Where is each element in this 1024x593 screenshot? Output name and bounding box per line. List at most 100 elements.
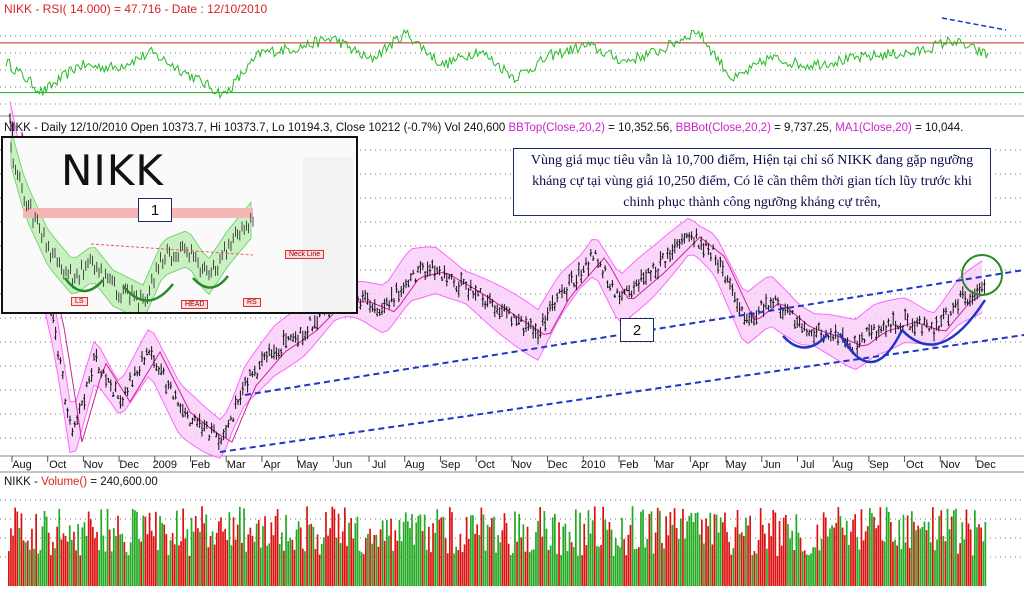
volume-bar (843, 535, 846, 586)
volume-bar (724, 512, 726, 586)
volume-bar (37, 553, 40, 586)
volume-bar (980, 527, 982, 586)
volume-bar (572, 547, 575, 586)
volume-bar (178, 545, 180, 586)
volume-bar (71, 539, 73, 586)
volume-bar (20, 513, 23, 586)
volume-bar (75, 550, 77, 586)
volume-bar (537, 520, 539, 586)
x-tick-label: Apr (263, 459, 280, 471)
bbbot-value: = 9,737.25, (774, 122, 832, 134)
volume-bar (194, 516, 197, 586)
volume-bar (171, 533, 174, 586)
volume-bar (556, 553, 558, 586)
inset-chart-graphic (3, 138, 356, 312)
volume-bar (453, 553, 455, 586)
volume-bar (673, 508, 676, 586)
volume-bar (411, 514, 413, 586)
volume-bar (400, 541, 403, 586)
volume-bar (579, 512, 581, 586)
volume-bar (173, 544, 176, 586)
volume-bar (110, 551, 113, 586)
volume-bar (148, 512, 151, 586)
rsi-line (5, 28, 989, 100)
volume-bar (484, 550, 487, 586)
volume-bar (415, 522, 418, 586)
volume-bar (115, 536, 117, 586)
volume-bar (375, 534, 378, 586)
volume-bar (686, 521, 688, 586)
volume-bar (955, 508, 957, 586)
volume-bar (856, 536, 859, 586)
volume-bar (631, 506, 634, 586)
volume-bar (959, 543, 961, 586)
volume-bar (232, 517, 235, 586)
volume-bar (329, 528, 331, 586)
volume-bar (816, 524, 819, 586)
volume-bar (879, 507, 882, 586)
volume-bar (621, 517, 623, 586)
x-tick-label: Oct (478, 459, 495, 471)
volume-bar (640, 511, 642, 586)
volume-bar (123, 542, 126, 586)
volume-bar (8, 551, 10, 586)
x-tick-label: May (726, 459, 747, 471)
volume-bar (745, 517, 747, 586)
volume-bar (522, 524, 525, 586)
volume-bar (722, 522, 724, 586)
volume-bar (736, 510, 739, 586)
volume-bar (822, 512, 825, 586)
volume-bar (12, 535, 14, 586)
volume-bar (29, 549, 31, 586)
volume-bar (667, 535, 670, 586)
volume-bar (325, 512, 327, 586)
volume-bar (102, 535, 105, 586)
x-tick-label: Dec (119, 459, 139, 471)
volume-bar (726, 532, 728, 586)
volume-bar (428, 526, 430, 586)
volume-bar (743, 535, 745, 586)
volume-bar (528, 552, 531, 586)
volume-bar (551, 517, 554, 586)
volume-bar (806, 554, 808, 586)
volume-bar (478, 535, 481, 586)
volume-bar (848, 544, 850, 586)
volume-bar (778, 521, 781, 586)
volume-bar (16, 511, 19, 586)
volume-bar (270, 522, 273, 586)
x-tick-label: Sep (441, 459, 461, 471)
bbtop-value: = 10,352.56, (608, 122, 673, 134)
volume-bar (327, 535, 329, 586)
volume-bar (906, 515, 909, 586)
volume-bar (917, 525, 919, 586)
volume-bar (713, 514, 716, 586)
x-tick-label: May (297, 459, 318, 471)
volume-bar (434, 532, 436, 586)
volume-bar (432, 523, 434, 586)
volume-bar (570, 542, 573, 586)
volume-bar (104, 551, 107, 586)
volume-bar (755, 553, 758, 586)
volume-bar (602, 506, 604, 586)
volume-bar (715, 514, 718, 586)
volume-bar (831, 525, 833, 586)
volume-bar (600, 545, 602, 586)
volume-bar (535, 532, 537, 586)
inset-head-arc (122, 283, 174, 302)
volume-bar (291, 539, 294, 586)
volume-bar (386, 519, 388, 586)
volume-bar (799, 537, 802, 586)
volume-bar (491, 518, 493, 586)
volume-bar (688, 515, 691, 586)
volume-bar (207, 547, 210, 586)
volume-bar (827, 536, 829, 586)
volume-bar (62, 533, 65, 586)
volume-bar (545, 528, 548, 586)
volume-bar (852, 519, 854, 586)
volume-bar (161, 522, 163, 586)
volume-bar (205, 514, 208, 586)
volume-bar (577, 555, 579, 586)
bbtop-line (9, 101, 983, 421)
volume-bar (585, 545, 588, 586)
volume-bar (253, 541, 256, 586)
